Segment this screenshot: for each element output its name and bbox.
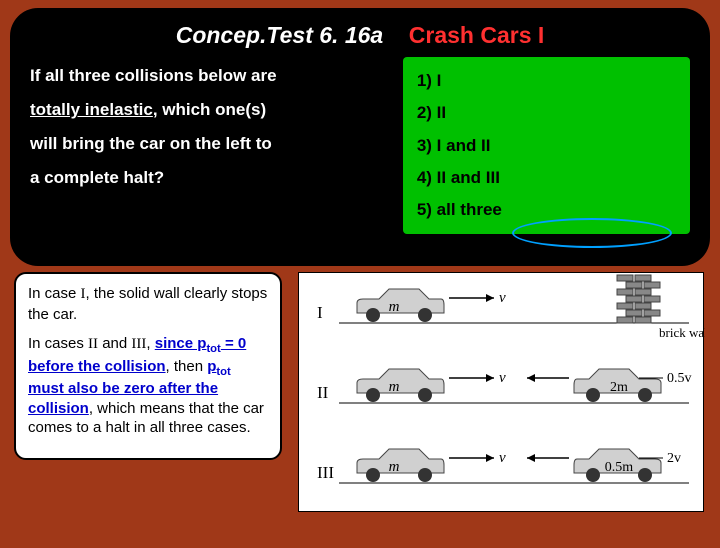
svg-text:III: III: [317, 463, 334, 482]
q-line2b: , which one(s): [153, 100, 266, 119]
q-underlined: totally inelastic: [30, 100, 153, 119]
svg-text:II: II: [317, 383, 329, 402]
option-1: 1) I: [417, 65, 676, 97]
explanation-box: In case I, the solid wall clearly stops …: [14, 272, 282, 460]
title-part-b: Crash Cars I: [409, 22, 545, 48]
option-2: 2) II: [417, 97, 676, 129]
q-line3: will bring the car on the left to: [30, 134, 272, 153]
q-line1: If all three collisions below are: [30, 66, 277, 85]
title-part-a: Concep.Test 6. 16a: [176, 22, 384, 48]
svg-text:2m: 2m: [610, 380, 628, 395]
svg-text:brick wall: brick wall: [659, 325, 705, 340]
svg-text:v: v: [499, 290, 506, 306]
question-text: If all three collisions below are totall…: [30, 59, 403, 234]
svg-text:m: m: [389, 459, 400, 475]
question-panel: Concep.Test 6. 16a Crash Cars I If all t…: [10, 8, 710, 266]
svg-text:0.5v: 0.5v: [667, 371, 692, 386]
explanation-p2: In cases II and III, since ptot = 0 befo…: [28, 334, 268, 438]
svg-text:v: v: [499, 450, 506, 466]
svg-text:m: m: [389, 379, 400, 395]
slide-title: Concep.Test 6. 16a Crash Cars I: [30, 22, 690, 49]
option-3: 3) I and II: [417, 130, 676, 162]
option-4: 4) II and III: [417, 162, 676, 194]
bottom-area: In case I, the solid wall clearly stops …: [0, 266, 720, 536]
svg-text:0.5m: 0.5m: [605, 460, 634, 475]
explanation-p1: In case I, the solid wall clearly stops …: [28, 284, 268, 324]
q-line4: a complete halt?: [30, 168, 164, 187]
svg-text:v: v: [499, 370, 506, 386]
svg-text:I: I: [317, 303, 323, 322]
diagram-svg: Iv m brick wall II v m 0.5v 2m III v m 2v 0.5m: [299, 273, 705, 513]
option-5: 5) all three: [417, 194, 676, 226]
options-box: 1) I 2) II 3) I and II 4) II and III 5) …: [403, 57, 690, 234]
svg-text:m: m: [389, 299, 400, 315]
collision-diagram: Iv m brick wall II v m 0.5v 2m III v m 2v 0.5m: [298, 272, 704, 512]
question-area: If all three collisions below are totall…: [30, 59, 690, 234]
svg-text:2v: 2v: [667, 451, 681, 466]
